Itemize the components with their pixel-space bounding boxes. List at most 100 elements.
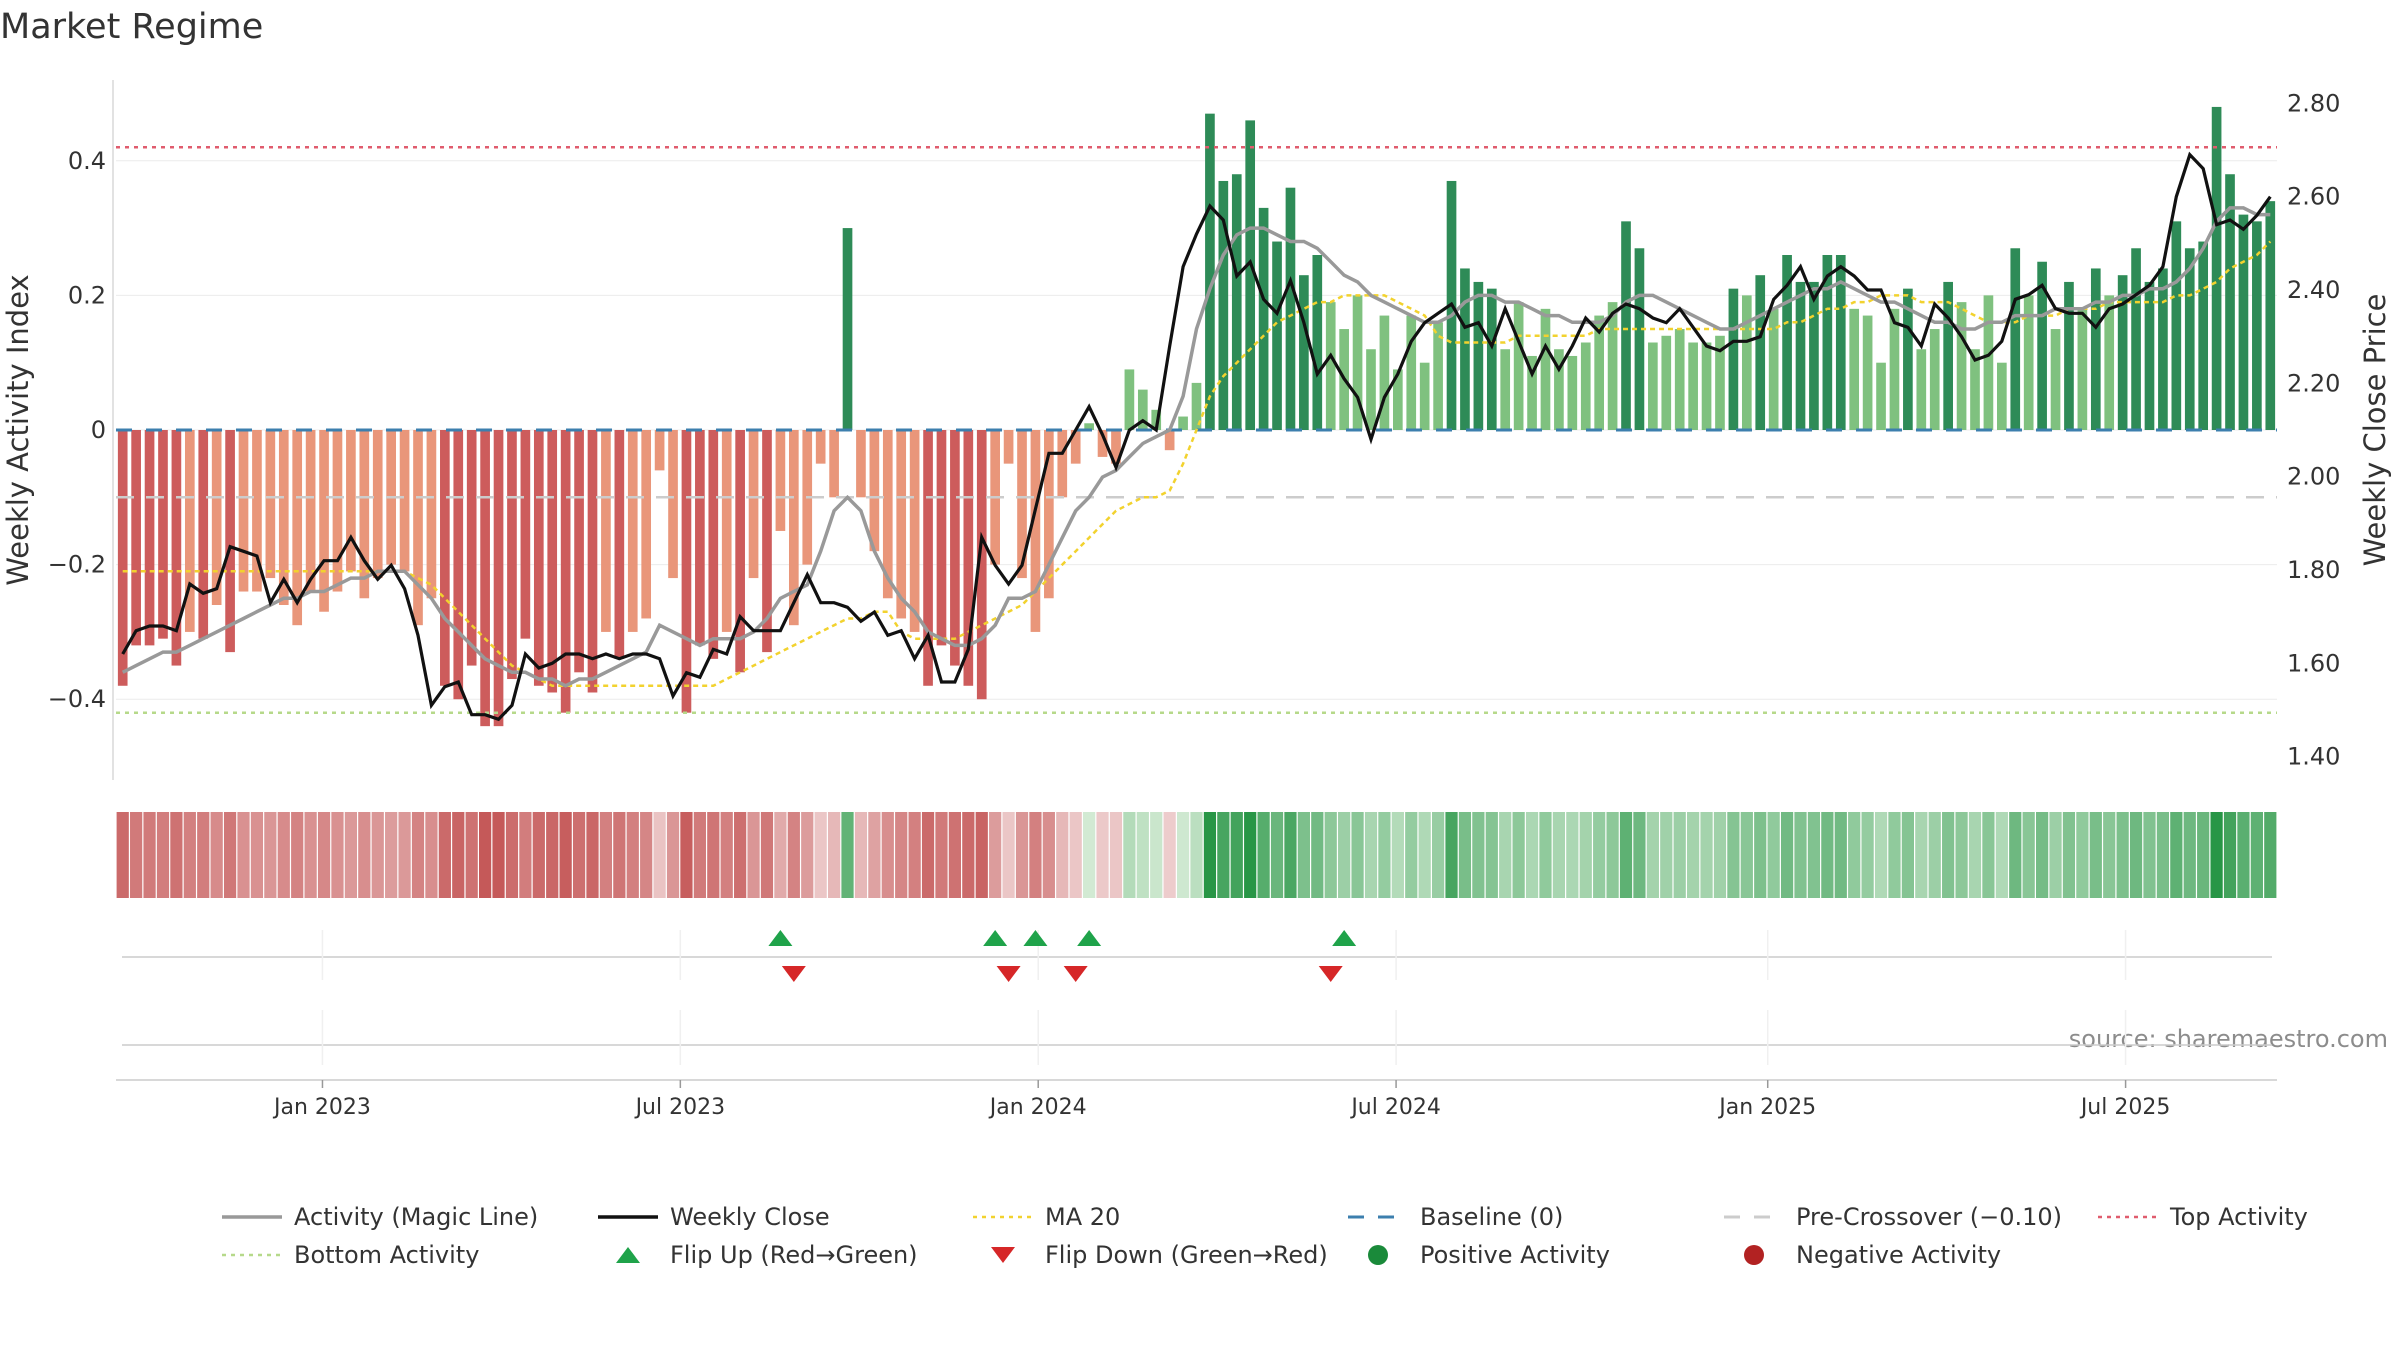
x-axis: Jan 2023 Jul 2023 Jan 2024 Jul 2024 Jan 2025… bbox=[116, 1079, 2277, 1120]
regime-cell bbox=[1270, 812, 1284, 898]
activity-bar bbox=[1084, 423, 1094, 430]
activity-bar bbox=[1231, 174, 1242, 430]
regime-cell bbox=[479, 812, 492, 898]
activity-bar bbox=[1554, 349, 1564, 430]
regime-cell bbox=[1539, 812, 1552, 898]
regime-cell bbox=[1566, 812, 1579, 898]
activity-bar bbox=[1137, 389, 1148, 430]
activity-bar bbox=[440, 430, 450, 686]
regime-cell bbox=[1687, 812, 1700, 898]
activity-bar bbox=[2265, 201, 2276, 430]
legend-label: Flip Up (Red→Green) bbox=[670, 1241, 918, 1269]
activity-bar bbox=[788, 430, 799, 626]
y-right-tick-label: 2.00 bbox=[2287, 463, 2340, 491]
regime-cell bbox=[1150, 812, 1163, 898]
activity-bar bbox=[1191, 382, 1202, 430]
activity-bar bbox=[319, 430, 329, 612]
activity-bar bbox=[1876, 362, 1886, 430]
activity-bar bbox=[1970, 349, 1980, 430]
regime-cell bbox=[223, 812, 237, 898]
legend-item: Positive Activity bbox=[1368, 1241, 1610, 1269]
regime-cell bbox=[613, 812, 626, 898]
regime-cell bbox=[291, 812, 304, 898]
activity-bar bbox=[480, 430, 490, 727]
regime-cell bbox=[1727, 812, 1740, 898]
regime-cell bbox=[814, 812, 827, 898]
flip-down-marker bbox=[996, 966, 1021, 982]
regime-cell bbox=[895, 812, 908, 898]
legend-item: Weekly Close bbox=[598, 1203, 830, 1231]
series-lines bbox=[121, 151, 2272, 722]
regime-cell bbox=[1042, 812, 1055, 898]
activity-bar bbox=[1715, 335, 1725, 430]
activity-bar bbox=[775, 430, 786, 531]
regime-cell bbox=[411, 812, 425, 898]
x-tick-label: Jan 2024 bbox=[988, 1095, 1087, 1120]
activity-bar bbox=[426, 430, 437, 599]
activity-bar bbox=[708, 430, 719, 659]
activity-bar bbox=[533, 430, 544, 686]
activity-bar bbox=[936, 430, 947, 646]
y-left-tick-label: −0.2 bbox=[48, 551, 106, 579]
activity-bar bbox=[1097, 430, 1108, 457]
activity-bar bbox=[1527, 355, 1537, 430]
activity-bar bbox=[950, 430, 960, 666]
regime-cell bbox=[1700, 812, 1713, 898]
activity-bar bbox=[1701, 342, 1712, 430]
activity-bar bbox=[507, 430, 517, 680]
activity-bar bbox=[466, 430, 477, 666]
activity-bar bbox=[1111, 430, 1121, 464]
activity-bar bbox=[869, 430, 880, 552]
activity-bar bbox=[1218, 180, 1229, 430]
activity-bar bbox=[2171, 221, 2182, 430]
legend-item: Flip Up (Red→Green) bbox=[616, 1241, 918, 1269]
regime-cell bbox=[2223, 812, 2237, 898]
y-right-tick-label: 1.80 bbox=[2287, 556, 2340, 584]
activity-bar bbox=[453, 430, 464, 700]
regime-cell bbox=[1203, 812, 1217, 898]
regime-cell bbox=[264, 812, 277, 898]
activity-bar bbox=[1486, 288, 1497, 430]
activity-bar bbox=[278, 430, 289, 605]
regime-cell bbox=[1713, 812, 1727, 898]
activity-bar bbox=[493, 430, 504, 727]
x-tick-label: Jul 2025 bbox=[2079, 1095, 2171, 1120]
activity-bar bbox=[158, 430, 168, 639]
activity-bar bbox=[1956, 302, 1967, 430]
regime-cell bbox=[921, 812, 935, 898]
x-tick-label: Jul 2024 bbox=[1349, 1095, 1441, 1120]
regime-cell bbox=[1458, 812, 1472, 898]
activity-bar bbox=[131, 430, 141, 646]
regime-cell bbox=[1955, 812, 1968, 898]
legend-item: Baseline (0) bbox=[1348, 1203, 1563, 1231]
regime-cell bbox=[2156, 812, 2170, 898]
regime-cell bbox=[962, 812, 975, 898]
regime-cell bbox=[2022, 812, 2035, 898]
y-right-tick-label: 2.60 bbox=[2287, 183, 2340, 211]
activity-bar bbox=[1540, 308, 1551, 430]
y-left-tick-label: 0 bbox=[91, 416, 106, 444]
regime-cell bbox=[1069, 812, 1082, 898]
y-right-tick-label: 2.80 bbox=[2287, 89, 2340, 117]
regime-cell bbox=[680, 812, 693, 898]
activity-bar bbox=[399, 430, 410, 572]
activity-bar bbox=[171, 430, 182, 666]
legend-swatch-triangle-up bbox=[616, 1247, 640, 1263]
activity-bar bbox=[2104, 295, 2115, 430]
regime-cell bbox=[1257, 812, 1270, 898]
activity-bar bbox=[1003, 430, 1014, 464]
regime-cell bbox=[1968, 812, 1982, 898]
activity-bar bbox=[2064, 281, 2074, 430]
activity-bar bbox=[1513, 302, 1524, 430]
regime-cell bbox=[1405, 812, 1418, 898]
flip-up-marker bbox=[1332, 930, 1357, 946]
legend-label: MA 20 bbox=[1045, 1203, 1120, 1231]
legend-label: Activity (Magic Line) bbox=[294, 1203, 538, 1231]
regime-cell bbox=[143, 812, 156, 898]
regime-cell bbox=[935, 812, 948, 898]
activity-bar bbox=[923, 430, 933, 686]
activity-bar bbox=[1835, 255, 1846, 430]
flip-up-marker bbox=[1077, 930, 1102, 946]
activity-bar bbox=[1741, 295, 1752, 430]
